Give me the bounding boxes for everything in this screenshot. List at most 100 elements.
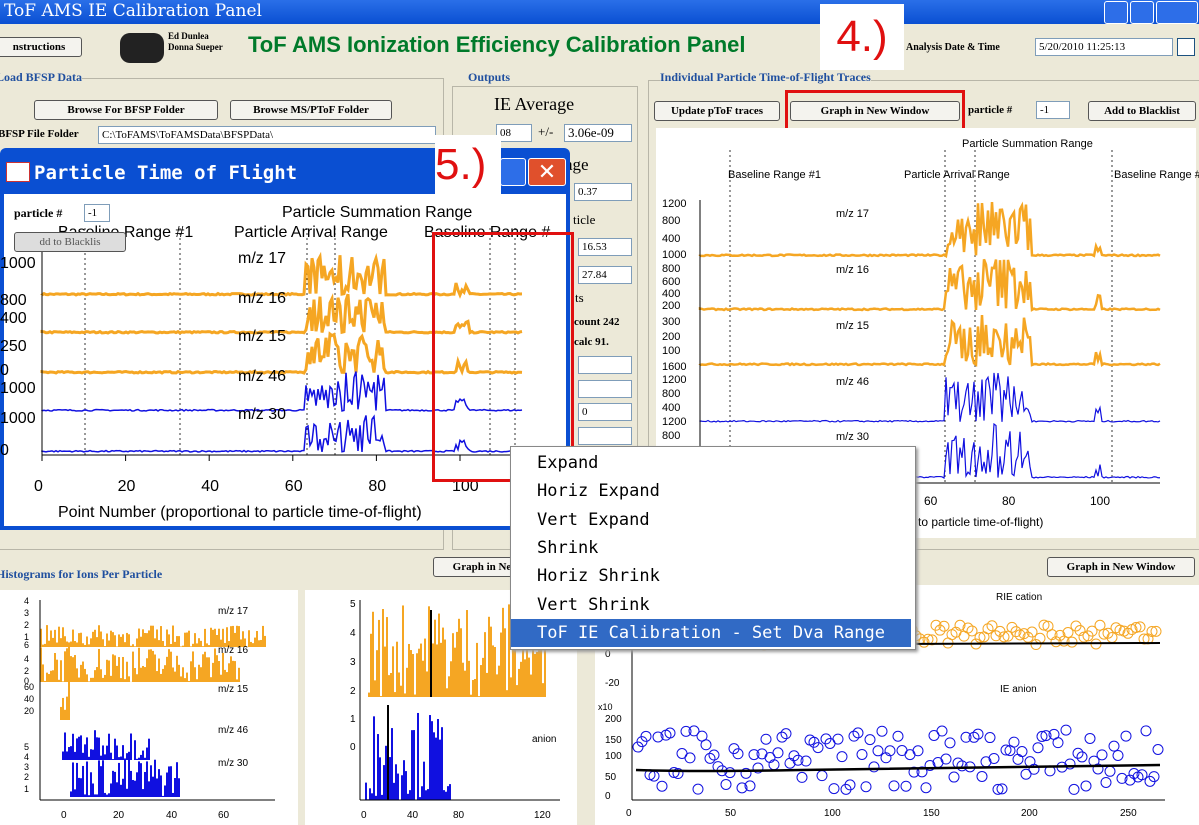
histogram-bar [418,648,420,697]
histogram-bar [206,657,208,682]
menu-item[interactable]: Horiz Expand [537,481,660,502]
histogram-bar [100,631,102,647]
menu-item[interactable]: Vert Expand [537,509,650,530]
histogram-bar [64,636,66,647]
histogram-bar [142,665,144,682]
histogram-bar [78,677,80,682]
scatter-point [652,731,664,743]
menu-item[interactable]: Vert Shrink [537,594,650,615]
scatter-point [796,771,808,783]
histogram-bar [427,789,429,800]
maximize-button[interactable] [500,158,526,186]
add-blacklist-button[interactable]: dd to Blacklis [14,232,126,252]
histogram-bar [122,656,124,682]
menu-item[interactable]: Expand [537,453,599,473]
histogram-bar [108,733,110,760]
scatter-point [1060,724,1072,736]
histogram-bar [544,627,546,697]
output-field: 3.06e-09 [564,124,632,142]
histogram-bar [52,637,54,647]
tick-label: 20 [117,478,136,495]
histogram-bar [424,638,426,697]
histogram-bar [434,619,436,697]
scatter-point [916,766,928,778]
histogram-bar [258,640,260,647]
browse-bfsp-button[interactable]: Browse For BFSP Folder [34,100,218,120]
instructions-button[interactable]: nstructions [0,37,82,57]
histogram-bar [456,631,458,697]
histogram-bar [144,633,146,647]
histogram-bar [220,674,222,682]
particle-field[interactable]: -1 [84,204,110,222]
tick-label: 0 [350,742,356,753]
histogram-bar [102,760,104,797]
scatter-point [1106,632,1118,644]
tick-label: 40 [407,810,419,821]
histogram-bar [188,630,190,647]
trace-label: m/z 15 [218,684,249,695]
checkbox[interactable] [1177,38,1195,56]
histogram-bar [408,643,410,697]
tick-label: 150 [605,735,622,746]
histogram-bar [448,676,450,697]
histogram-bar [212,662,214,682]
histogram-bar [460,628,462,697]
scatter-point [780,728,792,740]
histogram-bar [74,655,76,682]
histogram-bar [538,621,540,697]
trace-label: m/z 17 [218,606,249,617]
scatter-point [792,754,804,766]
title-bar [0,0,1199,24]
add-blacklist-button[interactable]: Add to Blacklist [1088,101,1196,121]
scatter-point [1018,628,1030,640]
scatter-point [1134,621,1146,633]
scatter-point [640,730,652,742]
graph-new-window-button[interactable]: Graph in New Window [1047,557,1195,577]
particle-field[interactable]: -1 [1036,101,1070,119]
histogram-bar [162,795,164,797]
histogram-bar [381,794,383,800]
tick-label: 20 [24,706,35,716]
histogram-bar [114,635,116,647]
trace-label: m/z 16 [238,290,287,307]
histogram-bar [152,776,154,797]
tick-label: 60 [24,682,35,692]
histogram-bar [212,629,214,647]
histogram-bar [365,782,367,800]
folder-field[interactable]: C:\ToFAMS\ToFAMSData\BFSPData\ [98,126,436,144]
date-field[interactable]: 5/20/2010 11:25:13 [1035,38,1173,56]
tick-label: 400 [0,310,27,327]
histogram-bar [108,660,110,682]
scatter-point [1140,725,1152,737]
maximize-button[interactable] [1130,1,1154,24]
scatter-point [1020,768,1032,780]
histogram-bar [406,667,408,697]
browse-ms-button[interactable]: Browse MS/PToF Folder [230,100,392,120]
histogram-bar [76,642,78,647]
trace-label: m/z 15 [238,328,287,345]
histogram-bar [390,673,392,697]
histogram-bar [494,646,496,697]
menu-item[interactable]: ToF IE Calibration - Set Dva Range [511,618,911,647]
output-label: count 242 [574,316,620,328]
close-button[interactable] [1156,1,1198,24]
histogram-bar [385,745,387,800]
scatter-point [800,755,812,767]
histogram-bar [56,642,58,647]
graph-new-window-button[interactable]: Graph in New Window [790,101,960,121]
histogram-bar [76,762,78,797]
histogram-bar [66,641,68,647]
close-button[interactable]: ✕ [528,158,566,186]
histogram-bar [106,633,108,647]
update-button[interactable]: Update pToF traces [654,101,780,121]
group-title: Outputs [468,70,511,84]
scatter-point [1066,636,1078,648]
histogram-bar [240,639,242,647]
histogram-bar [393,782,395,800]
scatter-point [974,632,986,644]
minimize-button[interactable] [1104,1,1128,24]
histogram-bar [482,657,484,697]
menu-item[interactable]: Horiz Shrink [537,566,660,587]
scatter-point [888,780,900,792]
menu-item[interactable]: Shrink [537,537,599,558]
